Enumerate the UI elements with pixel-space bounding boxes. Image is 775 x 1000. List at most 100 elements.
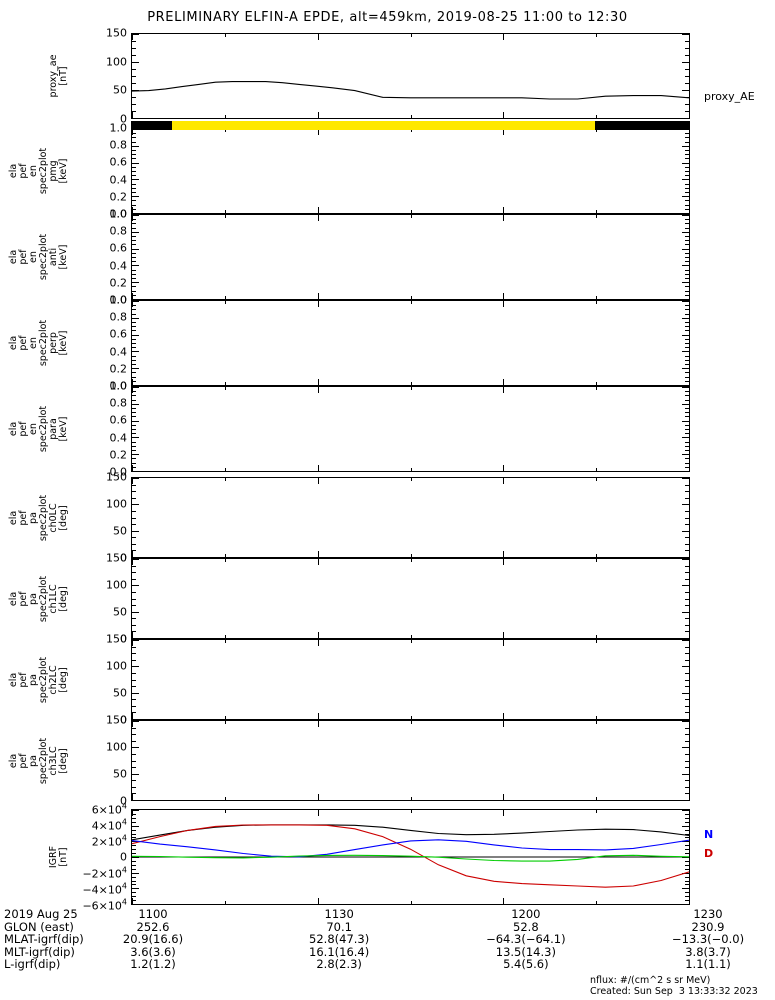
ephemeris-value: 1100 (138, 907, 168, 921)
series-layer-proxy-ae (132, 81, 689, 100)
legend-item-d: D (704, 847, 714, 860)
y-tick-label: 0.8 (109, 310, 128, 324)
y-tick-label: 50 (113, 83, 127, 97)
y-tick-label: −4×104 (82, 881, 127, 897)
y-tick-labels-en-perp: 1.0 0.8 0.6 0.4 0.2 0.0 (71, 294, 128, 393)
y-tick-label: 2×104 (91, 833, 127, 849)
axis-title-en-para: ela pef en spec2plot para [keV] (8, 405, 69, 453)
axis-title-pa-ch1lc: ela pef pa spec2plot ch1LC [deg] (8, 575, 69, 622)
proxy-ae-series-label: proxy_AE (704, 90, 755, 103)
ephemeris-value: 252.6 (136, 919, 170, 934)
ephemeris-value: 230.9 (691, 919, 725, 934)
y-tick-label: 150 (106, 713, 127, 727)
y-tick-labels-en-pmg: 1.0 0.8 0.6 0.4 0.2 0.0 (71, 122, 128, 221)
ephemeris-value: 3.8(3.7) (685, 944, 731, 959)
y-tick-label: 0.4 (109, 345, 128, 359)
axis-title-pa-ch0lc: ela pef pa spec2plot ch0LC [deg] (8, 494, 69, 541)
y-tick-label: 50 (113, 767, 127, 781)
axis-title-en-perp: ela pef en spec2plot perp [keV] (8, 319, 69, 367)
ephemeris-row-label: MLAT-igrf(dip) (4, 932, 84, 947)
axis-title-igrf: IGRF [nT] (48, 845, 69, 869)
y-tick-label: 150 (106, 551, 127, 565)
y-tick-labels-pa-ch3lc: 150 100 50 0 (71, 714, 127, 808)
y-tick-label: 0.2 (109, 276, 128, 290)
ephemeris-row-label: MLT-igrf(dip) (4, 944, 75, 959)
y-tick-label: 0.4 (109, 431, 128, 445)
panel-pa-ch1lc (131, 558, 690, 639)
panel-pa-ch3lc (131, 720, 690, 801)
y-tick-label: 0.2 (109, 362, 128, 376)
y-tick-label: 1.0 (109, 121, 128, 135)
y-tick-labels-pa-ch2lc: 150 100 50 0 (71, 633, 127, 727)
ephemeris-value: 16.1(16.4) (309, 944, 370, 959)
y-tick-labels-pa-ch1lc: 150 100 50 0 (71, 552, 127, 646)
y-tick-label: 0.8 (109, 138, 128, 152)
series-igrf-n (132, 839, 689, 858)
axis-title-proxy-ae: proxy_ae [nT] (48, 54, 69, 98)
ephemeris-row: L-igrf(dip) 1.2(1.2) 2.8(2.3) 5.4(5.6) 1.1(1… (0, 958, 775, 971)
y-tick-label: 100 (106, 55, 127, 69)
created-timestamp-note: Created: Sun Sep 3 13:33:32 2023 (590, 986, 758, 997)
ephemeris-row: GLON (east) 252.6 70.1 52.8 230.9 (0, 919, 775, 934)
data-availability-good-span (172, 121, 595, 130)
page-title: PRELIMINARY ELFIN-A EPDE, alt=459km, 201… (147, 10, 628, 25)
y-tick-label: 150 (106, 26, 127, 40)
y-tick-label: 0.0 (109, 379, 128, 393)
panel-en-para (131, 386, 690, 472)
axis-title-pa-ch2lc: ela pef pa spec2plot ch2LC [deg] (8, 656, 69, 703)
y-tick-label: 4×104 (91, 817, 127, 833)
ephemeris-row: MLAT-igrf(dip) 20.9(16.6) 52.8(47.3) −64.3(… (0, 933, 775, 946)
panel-proxy-ae (131, 33, 690, 119)
y-tick-label: 0 (120, 794, 127, 808)
ephemeris-row: MLT-igrf(dip) 3.6(3.6) 16.1(16.4) 13.5(14.3… (0, 946, 775, 959)
y-tick-label: 0.2 (109, 448, 128, 462)
y-tick-label: −2×104 (82, 865, 127, 881)
ephemeris-table: 2019 Aug 25 1100 1130 1200 1230 GLON (east) 25… (0, 908, 775, 971)
ephemeris-value: 1200 (511, 907, 541, 921)
y-tick-label: 1.0 (109, 207, 128, 221)
y-tick-label: 0 (120, 850, 127, 864)
axis-title-pa-ch3lc: ela pef pa spec2plot ch3LC [deg] (8, 737, 69, 784)
y-tick-label: 0.6 (109, 327, 128, 341)
y-tick-label: 50 (113, 605, 127, 619)
y-tick-labels-pa-ch0lc: 150 100 50 0 (71, 471, 127, 565)
y-tick-label: 0 (120, 632, 127, 646)
y-tick-label: 1.0 (109, 379, 128, 393)
y-tick-labels-en-anti: 1.0 0.8 0.6 0.4 0.2 0.0 (71, 208, 128, 307)
y-tick-label: 0.6 (109, 241, 128, 255)
y-tick-label: 50 (113, 524, 127, 538)
panel-pa-ch2lc (131, 639, 690, 720)
y-tick-label: 100 (106, 578, 127, 592)
y-tick-label: 0.4 (109, 173, 128, 187)
ephemeris-value: 52.8(47.3) (309, 932, 370, 947)
ephemeris-value: −13.3(−0.0) (671, 932, 745, 947)
y-tick-label: −6×104 (82, 897, 127, 913)
y-tick-label: 0 (120, 551, 127, 565)
y-tick-label: 0.8 (109, 224, 128, 238)
ephemeris-row: 2019 Aug 25 1100 1130 1200 1230 (0, 908, 775, 921)
flux-units-note: nflux: #/(cm^2 s sr MeV) (590, 975, 711, 986)
ephemeris-value: 5.4(5.6) (503, 957, 549, 972)
y-tick-label: 0.6 (109, 413, 128, 427)
y-tick-labels-proxy-ae: 150 100 50 0 (71, 27, 127, 126)
panel-en-anti (131, 214, 690, 300)
y-tick-label: 0.4 (109, 259, 128, 273)
ephemeris-value: 1230 (693, 907, 723, 921)
y-tick-label: 1.0 (109, 293, 128, 307)
ephemeris-value: 20.9(16.6) (122, 932, 184, 947)
axis-title-en-anti: ela pef en spec2plot anti [keV] (8, 233, 69, 281)
ephemeris-value: 1130 (324, 907, 354, 921)
ephemeris-row-label: 2019 Aug 25 (4, 907, 78, 921)
legend-item-n: N (704, 828, 714, 841)
y-tick-labels-en-para: 1.0 0.8 0.6 0.4 0.2 0.0 (71, 380, 128, 479)
axis-title-en-pmg: ela pef en spec2plot pmg [keV] (8, 147, 69, 195)
y-tick-label: 0.0 (109, 465, 128, 479)
y-tick-label: 6×104 (91, 801, 127, 817)
y-tick-label: 0 (120, 713, 127, 727)
series-igrf-d (132, 824, 689, 888)
y-tick-label: 150 (106, 470, 127, 484)
ephemeris-value: 1.1(1.1) (685, 957, 731, 972)
ephemeris-value: 52.8 (513, 919, 539, 934)
y-tick-label: 0.0 (109, 207, 128, 221)
ephemeris-value: 1.2(1.2) (130, 957, 176, 972)
